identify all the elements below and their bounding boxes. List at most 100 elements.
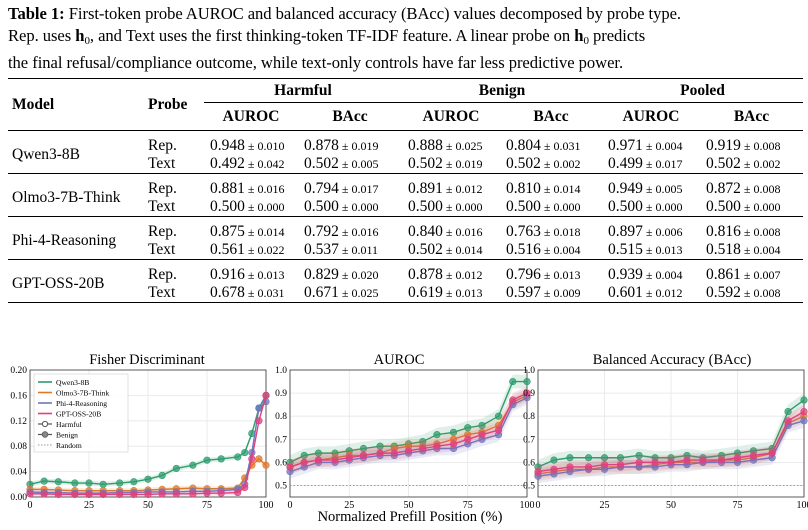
data-point [40,477,48,485]
caption-line2b: , and Text uses the first thinking-token… [89,26,575,45]
data-point [404,449,413,457]
data-point [99,489,107,497]
data-point [616,463,625,471]
data-point [85,479,93,487]
data-point [651,463,659,471]
x-axis-label: Normalized Prefill Position (%) [317,509,503,525]
data-point [71,487,79,495]
data-point [667,458,675,466]
data-point [300,458,308,466]
data-point [54,488,62,497]
series-line [289,397,528,473]
data-point [158,471,166,480]
data-point [144,490,152,499]
data-point [733,449,742,457]
metric-cell: 0.829 ± 0.020 [304,266,379,283]
data-point [550,456,558,464]
x-tick-label: 50 [143,500,153,511]
data-point [433,440,441,448]
data-point [749,456,758,464]
data-point [523,389,531,397]
probe-type: Rep. [148,223,177,240]
caption-h0-a: h [75,26,85,45]
data-point [144,475,152,483]
data-point [345,447,353,455]
data-point [262,461,270,469]
data-point [600,463,609,471]
data-point [717,458,726,466]
data-point [99,480,107,488]
data-point [478,435,486,443]
results-table: Model Probe Harmful Benign Pooled AUROC … [8,78,803,303]
caption-label: Table 1: [8,4,65,23]
caption-line2a: Rep. uses [8,26,76,45]
metric-cell: 0.516 ± 0.004 [506,241,581,258]
data-point [550,470,558,478]
data-point [651,454,659,462]
data-point [509,401,517,409]
caption-sub-b: 0 [583,35,589,47]
data-point [189,490,197,498]
x-tick-label: 75 [733,500,743,511]
series-band [290,390,527,479]
metric-cell: 0.872 ± 0.008 [706,180,781,197]
x-tick-label: 100 [259,500,274,511]
series-line [289,394,528,468]
data-point [768,449,776,457]
data-point [85,490,93,499]
data-point [71,489,79,497]
metric-cell: 0.881 ± 0.016 [210,180,285,197]
series-line [30,457,267,492]
metric-cell: 0.919 ± 0.008 [706,137,781,154]
metric-cell: 0.816 ± 0.008 [706,223,781,240]
data-point [40,490,48,498]
data-point [784,417,792,425]
series-band [290,386,527,474]
data-point [85,487,93,495]
metric-cell: 0.619 ± 0.013 [408,284,483,301]
metric-cell: 0.515 ± 0.013 [608,241,683,258]
data-point [71,479,79,487]
legend-box [33,373,129,453]
data-point [359,451,368,460]
data-point [509,377,517,386]
metric-cell: 0.796 ± 0.013 [506,266,581,283]
x-tick-label: 0 [28,500,33,511]
data-point [478,431,486,439]
x-tick-label: 25 [84,500,94,511]
x-tick-label: 75 [202,500,212,511]
data-point [345,451,353,460]
metric-cell: 0.878 ± 0.012 [408,266,483,283]
data-point [800,407,808,416]
data-point [600,461,609,469]
data-point [172,464,180,473]
data-point [550,465,558,473]
data-point [667,461,675,469]
metric-cell: 0.671 ± 0.025 [304,284,379,301]
data-point [40,485,48,493]
data-point [262,398,270,406]
metric-cell: 0.861 ± 0.007 [706,266,781,283]
data-point [717,456,726,464]
data-point [616,454,625,462]
data-point [130,490,138,499]
plot-frame [289,369,528,498]
data-point [464,435,472,443]
header-group-pooled: Pooled [680,81,725,99]
header-auroc: AUROC [204,102,298,131]
series-band [538,413,804,484]
data-point [300,458,308,466]
data-point [241,448,249,457]
data-point [390,442,398,450]
metric-cell: 0.891 ± 0.012 [408,180,483,197]
y-tick-label: 0.7 [275,435,287,445]
metric-cell: 0.500 ± 0.000 [506,198,581,215]
y-tick-label: 0.6 [275,458,287,468]
data-point [255,404,263,412]
data-point [768,449,776,457]
series-line [537,410,805,473]
metric-cell: 0.500 ± 0.000 [608,198,683,215]
header-model: Model [12,95,55,113]
data-point [314,456,323,464]
data-point [749,447,758,455]
